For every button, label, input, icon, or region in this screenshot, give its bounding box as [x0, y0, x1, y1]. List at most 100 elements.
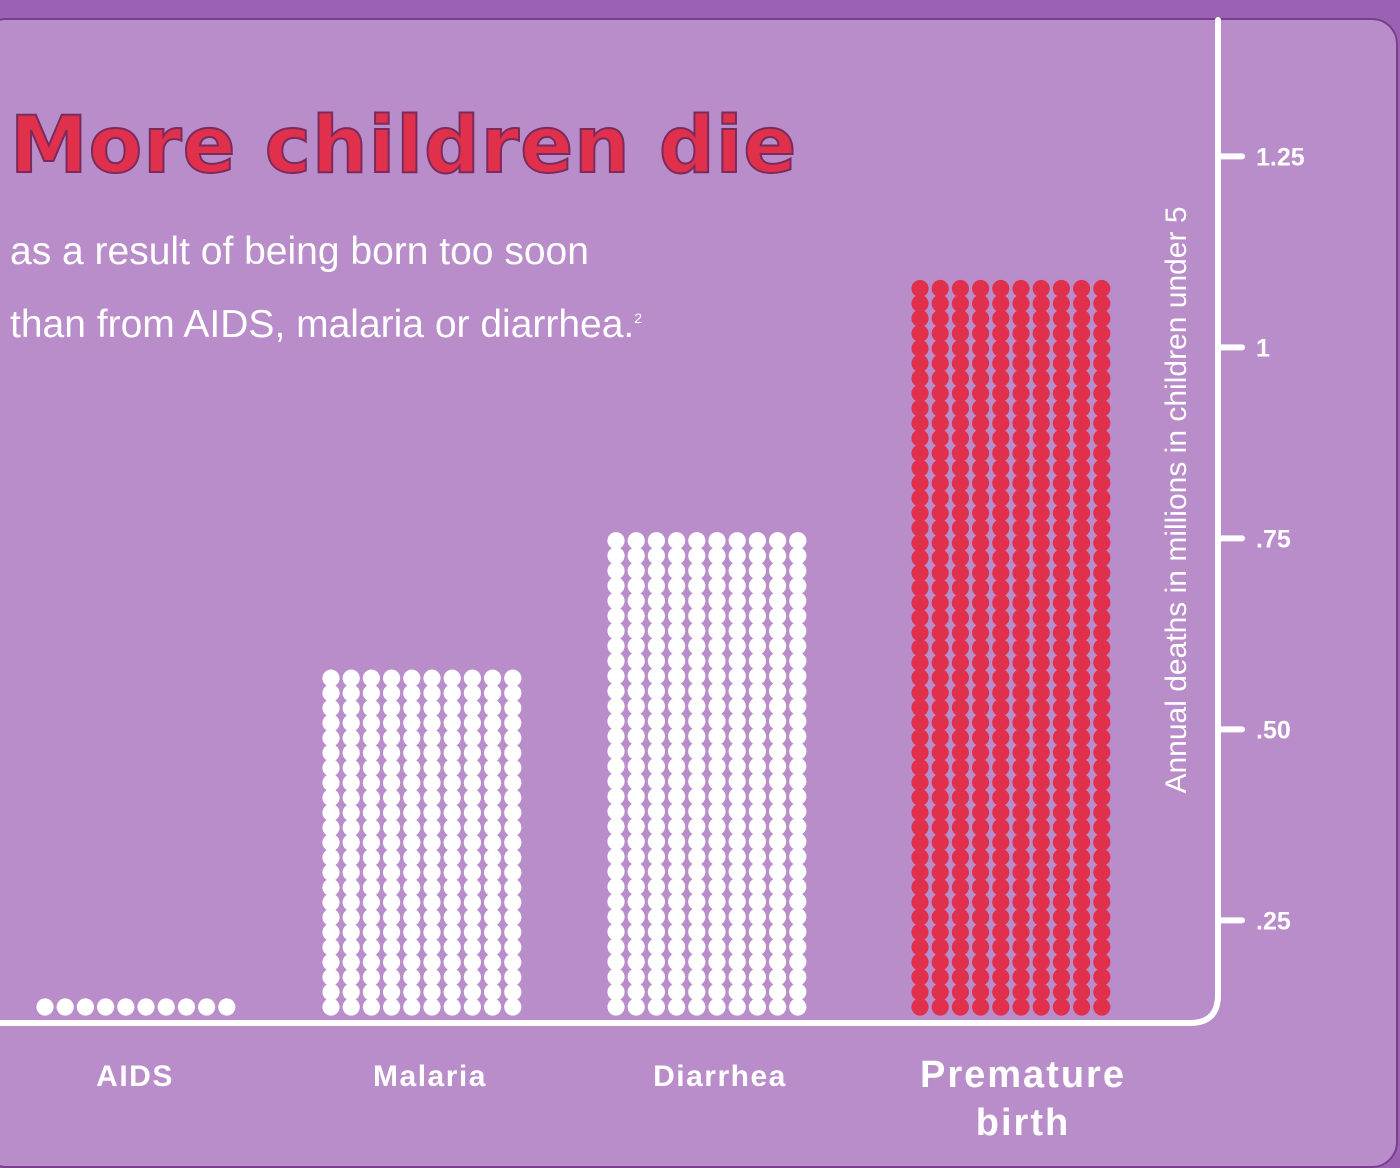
dot-mark: [1052, 369, 1070, 387]
dot-mark: [1032, 369, 1050, 387]
dot-mark: [688, 908, 706, 926]
dot-mark: [1073, 848, 1091, 866]
dot-mark: [423, 729, 441, 747]
dot-mark: [1093, 624, 1111, 642]
dot-mark: [789, 757, 807, 775]
dot-mark: [748, 667, 767, 685]
dot-mark: [1032, 788, 1050, 807]
dot-mark: [789, 727, 807, 745]
dot-mark: [1052, 429, 1070, 447]
dot-mark: [627, 802, 645, 821]
dot-mark: [688, 968, 706, 986]
y-tick-label: 1: [1256, 334, 1270, 362]
dot-mark: [484, 968, 502, 986]
dot-mark: [992, 639, 1010, 657]
dot-mark: [403, 908, 421, 926]
dot-mark: [931, 714, 949, 732]
dot-mark: [931, 908, 949, 926]
dot-mark: [322, 744, 340, 762]
dot-mark: [769, 592, 787, 610]
category-label-premature-birth: Premature birth: [920, 1054, 1126, 1144]
dot-mark: [177, 998, 195, 1016]
dot-mark: [1032, 354, 1050, 372]
dot-mark: [1093, 414, 1111, 432]
dot-mark: [443, 804, 461, 822]
dot-mark: [1093, 714, 1111, 732]
dot-mark: [992, 788, 1010, 807]
dot-mark: [423, 908, 441, 926]
dot-mark: [1032, 923, 1050, 941]
dot-mark: [1052, 833, 1070, 851]
dot-mark: [1032, 639, 1050, 657]
dot-mark: [647, 772, 666, 790]
dot-mark: [1093, 878, 1111, 896]
dot-mark: [484, 774, 502, 792]
dot-mark: [668, 577, 686, 595]
dot-mark: [728, 968, 746, 986]
dot-mark: [1093, 279, 1111, 298]
dot-mark: [443, 774, 461, 792]
dot-mark: [1052, 594, 1070, 612]
dot-mark: [668, 727, 686, 745]
dot-mark: [708, 727, 726, 745]
dot-mark: [1032, 983, 1050, 1001]
dot-mark: [1073, 459, 1091, 477]
dot-mark: [911, 489, 929, 507]
dot-mark: [383, 938, 401, 956]
dot-mark: [748, 607, 767, 625]
dot-mark: [1012, 324, 1030, 343]
dot-mark: [647, 712, 666, 730]
dot-mark: [1052, 294, 1070, 313]
dot-mark: [647, 667, 666, 685]
dot-mark: [708, 622, 726, 640]
dot-mark: [342, 669, 360, 687]
dot-mark: [789, 863, 807, 881]
dot-mark: [748, 893, 767, 911]
dot-mark: [789, 562, 807, 580]
dot-mark: [748, 923, 767, 941]
dot-mark: [463, 893, 481, 911]
dot-mark: [627, 667, 645, 685]
dot-mark: [627, 938, 645, 956]
dot-mark: [992, 773, 1010, 792]
dot-mark: [647, 998, 666, 1016]
dot-mark: [931, 833, 949, 851]
dot-mark: [484, 833, 502, 852]
dot-mark: [708, 607, 726, 625]
dot-mark: [1012, 429, 1030, 447]
dot-mark: [383, 983, 401, 1001]
dot-mark: [322, 938, 340, 956]
dot-mark: [668, 863, 686, 881]
dot-mark: [1032, 714, 1050, 732]
dot-mark: [1073, 878, 1091, 896]
dot-mark: [951, 309, 970, 328]
dot-mark: [198, 998, 216, 1016]
dot-mark: [1012, 998, 1030, 1016]
dot-mark: [972, 639, 990, 657]
dot-mark: [403, 684, 421, 702]
dot-mark: [789, 532, 807, 550]
dot-mark: [607, 953, 625, 971]
dot-mark: [1032, 519, 1050, 537]
dot-mark: [383, 759, 401, 777]
dot-mark: [992, 863, 1010, 881]
dot-mark: [362, 833, 380, 852]
dot-mark: [504, 848, 522, 867]
dot-mark: [362, 789, 380, 807]
dot-mark: [1052, 564, 1070, 582]
dot-mark: [1052, 414, 1070, 432]
dot-mark: [911, 519, 929, 537]
dot-mark: [627, 863, 645, 881]
dot-mark: [1093, 863, 1111, 881]
dot-mark: [951, 728, 970, 747]
dot-mark: [218, 998, 236, 1016]
dot-mark: [322, 684, 340, 702]
dot-mark: [1073, 863, 1091, 881]
dot-mark: [708, 832, 726, 851]
dot-mark: [607, 532, 625, 550]
dot-mark: [992, 564, 1010, 582]
bar-premature-birth: [911, 279, 1111, 1016]
dot-mark: [688, 772, 706, 790]
dot-mark: [504, 669, 522, 687]
dot-mark: [1052, 474, 1070, 492]
